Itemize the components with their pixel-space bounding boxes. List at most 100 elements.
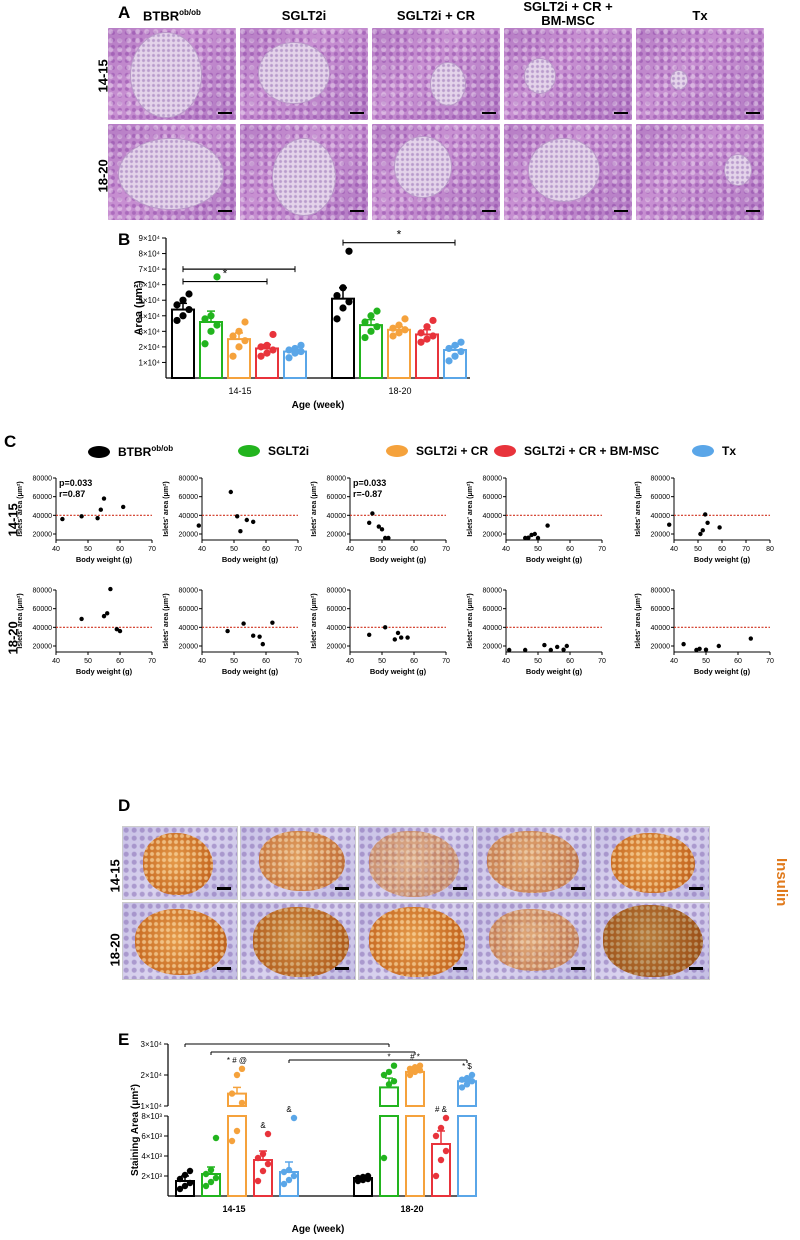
data-point xyxy=(535,535,541,541)
data-point xyxy=(280,1180,288,1188)
x-tick-label: 40 xyxy=(346,658,354,665)
data-point xyxy=(228,1137,236,1145)
x-tick-label: 60 xyxy=(718,546,726,553)
x-tick-label: 40 xyxy=(346,546,354,553)
scatter-panel: 20000 40000 60000 80000 40 50 60 70 Body weight … xyxy=(17,476,156,565)
scatter-panel: 20000 40000 60000 80000 40 50 60 70 Body weight … xyxy=(163,588,302,677)
data-point xyxy=(383,535,388,541)
x-axis-title: Body weight (g) xyxy=(76,667,133,676)
data-point xyxy=(333,291,341,300)
bar-upper xyxy=(379,1086,399,1108)
y-tick-label: 60000 xyxy=(651,494,671,501)
data-point xyxy=(176,1175,184,1183)
row-label-14-15-d: 14-15 xyxy=(107,859,123,893)
x-tick-label: 60 xyxy=(566,658,574,665)
x-tick-label: 40 xyxy=(198,546,206,553)
ihc-image xyxy=(594,902,710,980)
data-point xyxy=(395,630,401,636)
data-point xyxy=(257,352,265,360)
y-tick-label: 60000 xyxy=(327,606,347,613)
x-tick-label: 70 xyxy=(294,658,302,665)
x-tick-label: 50 xyxy=(534,546,542,553)
row-label-18-20-d: 18-20 xyxy=(107,933,123,967)
data-point xyxy=(390,1062,398,1069)
data-point xyxy=(207,312,215,320)
legend-label: BTBRob/ob xyxy=(118,444,174,459)
data-point xyxy=(207,1166,215,1174)
y-tick-label: 20000 xyxy=(483,644,503,651)
data-point xyxy=(432,1132,440,1140)
legend-item: SGLT2i + CR + BM-MSC xyxy=(494,444,659,458)
data-point xyxy=(442,1114,450,1122)
ihc-image xyxy=(240,902,356,980)
data-point xyxy=(748,636,753,641)
data-point xyxy=(417,338,425,346)
data-point xyxy=(213,321,221,329)
data-point xyxy=(468,1071,476,1079)
y-tick-label: 80000 xyxy=(327,588,347,595)
data-point xyxy=(442,1147,450,1155)
x-axis-title: Age (week) xyxy=(292,400,345,411)
y-tick-label: 2×10⁴ xyxy=(141,1071,163,1080)
legend-item: Tx xyxy=(692,444,736,458)
data-point xyxy=(354,1174,362,1182)
data-point xyxy=(173,301,181,309)
ihc-image xyxy=(358,826,474,900)
data-point xyxy=(225,628,230,634)
data-point xyxy=(238,1099,246,1107)
data-point xyxy=(548,647,553,653)
data-point xyxy=(390,1078,398,1085)
data-point xyxy=(280,1168,288,1176)
data-point xyxy=(207,1178,215,1186)
data-point xyxy=(228,1090,236,1097)
data-point xyxy=(185,305,193,314)
data-point xyxy=(451,352,459,360)
y-tick-label: 40000 xyxy=(483,513,503,520)
data-point xyxy=(251,633,256,638)
data-point xyxy=(173,316,181,325)
data-point xyxy=(185,290,193,298)
x-axis-title: Body weight (g) xyxy=(222,555,279,564)
data-point xyxy=(389,324,397,332)
data-point xyxy=(264,1130,272,1138)
data-point xyxy=(235,514,240,519)
bar xyxy=(415,333,439,379)
ihc-image xyxy=(476,902,592,980)
x-tick-label: 18-20 xyxy=(400,1204,423,1214)
y-tick-label: 60000 xyxy=(179,494,199,501)
y-tick-label: 9×10⁴ xyxy=(139,234,161,243)
data-point xyxy=(251,519,256,525)
y-tick-label: 2×10³ xyxy=(141,1172,162,1181)
significance-annotation: & xyxy=(286,1105,292,1114)
data-point xyxy=(98,507,104,512)
data-point xyxy=(121,504,126,510)
scatter-panel: 20000 40000 60000 80000 40 50 60 70 Body weight … xyxy=(311,588,450,677)
data-point xyxy=(698,531,703,537)
data-point xyxy=(233,1071,241,1079)
data-point xyxy=(395,321,403,329)
data-point xyxy=(564,643,569,649)
y-tick-label: 80000 xyxy=(33,588,53,595)
y-tick-label: 80000 xyxy=(651,476,671,483)
col-title-sglt2i-cr: SGLT2i + CR xyxy=(396,8,476,23)
data-point xyxy=(285,1176,293,1184)
stats-label: r=-0.87 xyxy=(353,489,382,499)
data-point xyxy=(406,1065,414,1072)
x-tick-label: 70 xyxy=(742,546,750,553)
y-tick-label: 4×10⁴ xyxy=(139,312,161,321)
data-point xyxy=(60,516,65,522)
y-tick-label: 40000 xyxy=(327,513,347,520)
significance-label: * xyxy=(223,267,228,281)
x-tick-label: 70 xyxy=(148,658,156,665)
bar xyxy=(457,1115,477,1197)
data-point xyxy=(260,641,265,647)
data-point xyxy=(114,627,120,632)
y-axis-title: Islets' area (μm²) xyxy=(311,593,318,648)
y-axis-title: Islets' area (μm²) xyxy=(635,481,642,536)
y-tick-label: 40000 xyxy=(179,625,199,632)
data-point xyxy=(401,315,409,323)
x-tick-label: 40 xyxy=(670,658,678,665)
data-point xyxy=(379,527,385,532)
col-title-btbr: BTBRob/ob xyxy=(143,8,201,24)
he-image xyxy=(108,124,236,220)
